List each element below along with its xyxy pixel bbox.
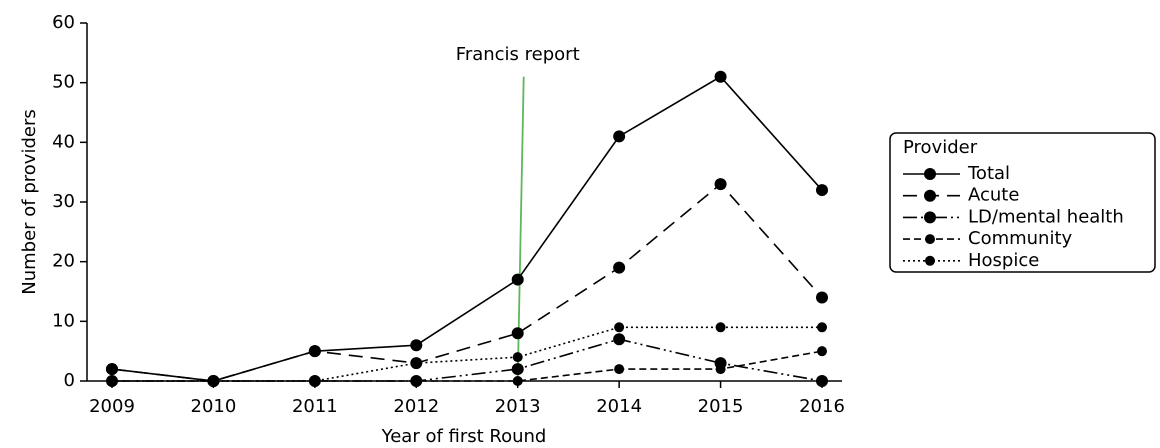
x-tick-label: 2015 (698, 396, 744, 417)
annotation: Francis report (456, 44, 580, 65)
y-tick-label: 50 (52, 72, 75, 93)
x-tick-label: 2013 (495, 396, 541, 417)
marker (107, 376, 117, 386)
marker (715, 322, 726, 333)
marker (511, 327, 524, 340)
series-line (112, 326, 822, 382)
series-line (111, 182, 823, 382)
marker (817, 322, 827, 333)
legend-label: LD/mental health (968, 206, 1124, 227)
marker (817, 346, 827, 357)
marker (816, 375, 828, 387)
y-tick-label: 20 (52, 251, 75, 272)
series-line (112, 338, 823, 382)
legend-marker (925, 255, 935, 266)
marker (714, 70, 727, 83)
x-axis-label: Year of first Round (381, 426, 547, 447)
marker (208, 376, 219, 386)
x-tick-label: 2016 (799, 396, 845, 417)
y-tick-label: 30 (52, 191, 75, 212)
series-line (112, 350, 823, 382)
marker (613, 130, 626, 143)
marker (816, 184, 828, 197)
series-line (111, 75, 823, 382)
marker (411, 376, 422, 386)
marker (512, 376, 523, 386)
y-tick-label: 10 (52, 310, 75, 331)
marker (309, 376, 320, 386)
x-tick-label: 2009 (89, 396, 135, 417)
legend-label: Community (968, 228, 1073, 249)
y-axis-label: Number of providers (19, 109, 40, 294)
legend-title: Provider (903, 137, 978, 158)
marker (410, 339, 423, 352)
marker (614, 322, 625, 333)
y-tick-label: 60 (52, 12, 75, 33)
legend-label: Total (967, 163, 1010, 184)
x-tick-label: 2014 (596, 396, 642, 417)
marker (106, 363, 118, 376)
x-tick-label: 2010 (191, 396, 237, 417)
marker (511, 363, 524, 376)
y-tick-label: 40 (52, 131, 75, 152)
legend-marker (924, 168, 936, 180)
x-tick-label: 2012 (393, 396, 439, 417)
legend-box (889, 132, 1156, 273)
legend-marker (924, 211, 936, 224)
x-tick-label: 2011 (292, 396, 338, 417)
marker (512, 352, 523, 363)
marker (613, 261, 626, 274)
marker (511, 273, 524, 286)
legend-label: Hospice (968, 250, 1039, 271)
legend-marker (925, 234, 935, 245)
marker (715, 364, 726, 375)
y-tick-label: 0 (64, 370, 75, 391)
legend-label: Acute (968, 185, 1019, 206)
legend-marker (924, 189, 936, 202)
marker (308, 345, 321, 358)
marker (714, 178, 727, 191)
marker (816, 291, 828, 304)
marker (613, 333, 626, 346)
marker (614, 364, 625, 375)
marker (411, 358, 422, 369)
